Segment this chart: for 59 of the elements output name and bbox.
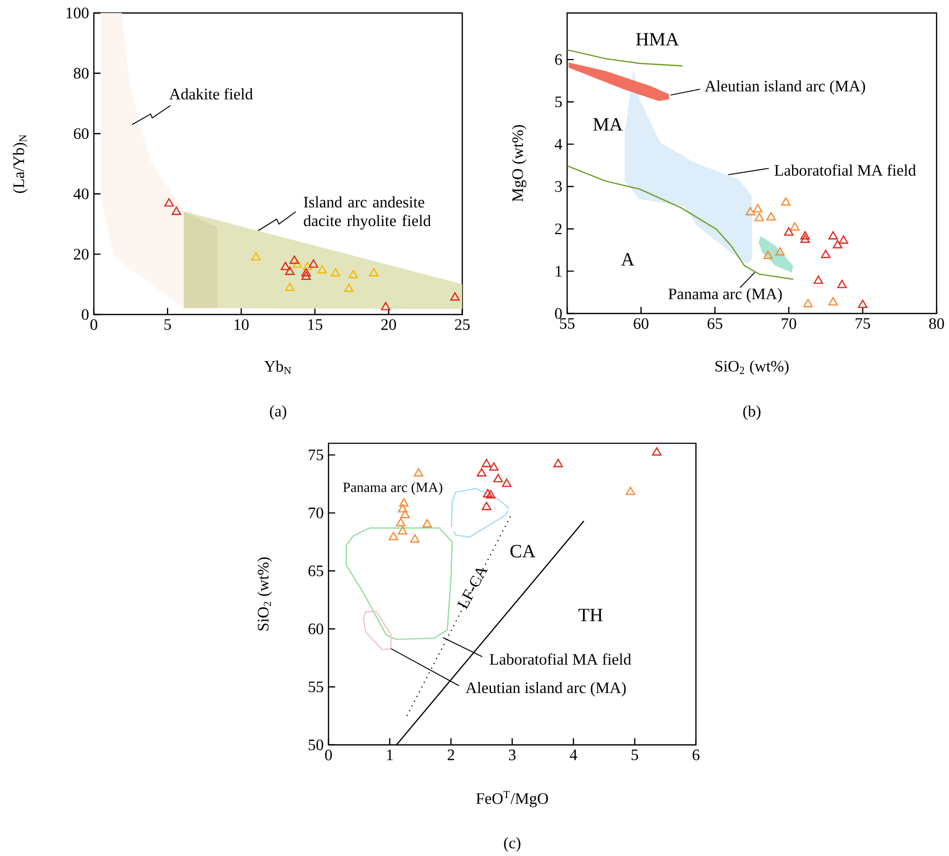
y-axis-title: (La/Yb)$_{N}$ (12, 134, 28, 193)
annotation: Island arc andesite dacite rhyolite field (304, 196, 431, 230)
x-axis-title: Yb$_{N}$ (264, 360, 292, 374)
annotation: A (621, 253, 634, 266)
y-axis-title: MgO (wt%) (512, 125, 526, 202)
y-tick-label: 60 (308, 623, 324, 634)
y-tick-label: 6 (555, 54, 562, 65)
annotation: CA (510, 544, 536, 558)
x-tick-label: 0 (325, 750, 332, 760)
y-tick-label: 0 (82, 309, 89, 320)
y-tick-label: 20 (74, 248, 89, 260)
annotation: Laboratofial MA field (774, 164, 916, 176)
x-tick-label: 80 (929, 318, 944, 329)
y-tick-label: 5 (555, 96, 562, 108)
x-tick-label: 0 (90, 319, 98, 330)
annotation: Adakite field (169, 88, 253, 100)
y-tick-label: 60 (74, 128, 89, 139)
y-tick-label: 80 (74, 68, 89, 79)
x-tick-label: 15 (308, 319, 322, 330)
y-tick-label: 2 (555, 224, 562, 234)
y-tick-label: 40 (74, 188, 89, 200)
x-tick-label: 25 (455, 319, 470, 330)
x-tick-label: 60 (634, 318, 648, 329)
annotation: Aleutian island arc (MA) (704, 80, 866, 95)
y-tick-label: 1 (556, 266, 562, 276)
y-axis-title: SiO$_{2}$ (wt%) (257, 557, 272, 630)
annotation: TH (578, 608, 602, 622)
text: (b) (743, 405, 760, 420)
x-tick-label: 5 (632, 750, 638, 760)
annotation: Panama arc (MA) (668, 288, 782, 303)
x-tick-label: 3 (509, 750, 516, 760)
y-tick-label: 65 (308, 566, 324, 576)
y-tick-label: 100 (66, 8, 89, 18)
x-axis-title: FeO$^{T}$/MgO (476, 791, 548, 808)
x-tick-label: 1 (387, 750, 393, 760)
x-tick-label: 4 (570, 750, 578, 760)
x-tick-label: 5 (164, 319, 171, 330)
annotation: Aleutian island arc (MA) (466, 682, 626, 696)
y-tick-label: 70 (308, 508, 324, 518)
annotation: Panama arc (MA) (343, 482, 442, 495)
x-tick-label: 65 (708, 318, 722, 329)
x-tick-label: 70 (782, 318, 796, 329)
x-tick-label: 75 (856, 318, 870, 329)
x-axis-title: SiO$_{2}$ (wt%) (716, 360, 789, 375)
y-tick-label: 50 (308, 739, 324, 750)
y-tick-label: 0 (555, 308, 562, 319)
text: (a) (270, 405, 286, 420)
x-tick-label: 6 (692, 750, 700, 760)
x-tick-label: 2 (448, 750, 454, 760)
annotation: HMA (636, 33, 679, 46)
x-tick-label: 20 (381, 319, 396, 330)
x-tick-label: 10 (234, 319, 249, 330)
y-tick-label: 3 (555, 181, 562, 192)
y-tick-label: 75 (308, 450, 324, 460)
text: (c) (504, 837, 520, 852)
y-tick-label: 4 (554, 138, 562, 150)
annotation: Laboratofial MA field (490, 653, 632, 665)
y-tick-label: 55 (308, 682, 324, 692)
annotation: MA (593, 118, 623, 130)
